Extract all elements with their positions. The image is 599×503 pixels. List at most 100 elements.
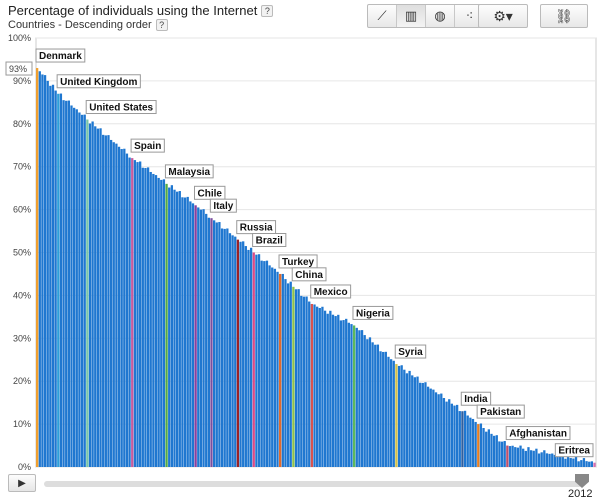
country-label-box bbox=[291, 267, 327, 282]
bar bbox=[176, 191, 179, 467]
bar bbox=[149, 171, 152, 468]
country-label-text: Syria bbox=[398, 347, 423, 358]
bar bbox=[139, 161, 142, 468]
bar bbox=[487, 429, 490, 467]
timeline-slider-handle[interactable] bbox=[575, 474, 589, 488]
bar bbox=[178, 191, 181, 468]
bar bbox=[265, 260, 269, 467]
country-label-syria: Syria bbox=[394, 344, 427, 359]
bar bbox=[199, 209, 203, 467]
bar-india[interactable] bbox=[461, 411, 464, 467]
bar-spain[interactable] bbox=[131, 158, 134, 467]
bar bbox=[289, 281, 292, 467]
bar bbox=[128, 157, 131, 467]
play-button[interactable]: ▶ bbox=[8, 474, 36, 492]
bar bbox=[72, 107, 76, 467]
country-label-box bbox=[193, 185, 226, 200]
bar bbox=[123, 148, 126, 467]
bar bbox=[281, 273, 284, 467]
bar-united-states[interactable] bbox=[86, 119, 89, 467]
bar bbox=[545, 453, 549, 467]
bar bbox=[189, 201, 192, 467]
bar-chile[interactable] bbox=[194, 205, 197, 467]
bar-afghanistan[interactable] bbox=[506, 445, 509, 467]
bar bbox=[234, 236, 237, 467]
country-label-box bbox=[252, 233, 287, 247]
bar-china[interactable] bbox=[292, 286, 295, 467]
bar-eritrea[interactable] bbox=[593, 462, 596, 467]
bar bbox=[305, 296, 308, 467]
bar bbox=[96, 128, 100, 467]
country-label-text: United States bbox=[89, 103, 153, 114]
country-label-chile: Chile bbox=[193, 185, 226, 200]
bar bbox=[297, 289, 300, 467]
bar-pakistan[interactable] bbox=[477, 424, 480, 467]
bar bbox=[186, 196, 189, 467]
bar bbox=[403, 369, 406, 467]
bar bbox=[350, 324, 353, 467]
bar-mexico[interactable] bbox=[310, 303, 314, 467]
bar bbox=[334, 316, 337, 467]
bar bbox=[271, 267, 274, 467]
subtitle-help-icon[interactable]: ? bbox=[155, 19, 168, 31]
bar bbox=[88, 123, 92, 467]
timeline-slider-track[interactable] bbox=[44, 481, 582, 487]
bar bbox=[495, 435, 498, 467]
bar bbox=[228, 233, 232, 467]
link-button[interactable]: ⛓ bbox=[540, 4, 588, 28]
country-label-box bbox=[505, 426, 571, 441]
bar-russia[interactable] bbox=[236, 239, 240, 467]
bar-united-kingdom[interactable] bbox=[57, 93, 60, 467]
bar bbox=[566, 454, 570, 467]
bar bbox=[91, 121, 94, 467]
bar bbox=[260, 260, 263, 467]
globe-icon[interactable]: ◍ bbox=[426, 5, 455, 27]
line-chart-icon[interactable]: ⟋ bbox=[368, 5, 397, 27]
bar bbox=[456, 404, 459, 467]
country-label-text: Afghanistan bbox=[509, 429, 567, 440]
country-label-italy: Italy bbox=[209, 198, 237, 213]
bar bbox=[413, 377, 417, 467]
bar bbox=[54, 90, 57, 468]
bar-malaysia[interactable] bbox=[165, 183, 168, 468]
bar bbox=[450, 403, 454, 467]
bar bbox=[38, 71, 41, 467]
bar bbox=[514, 447, 517, 467]
bar bbox=[242, 241, 245, 467]
bar bbox=[215, 222, 218, 467]
bar bbox=[263, 261, 266, 467]
scatter-icon[interactable]: ⁖ bbox=[465, 8, 474, 23]
bar-syria[interactable] bbox=[395, 364, 398, 467]
country-label-text: Mexico bbox=[314, 287, 348, 298]
country-label-mexico: Mexico bbox=[310, 284, 352, 299]
bar bbox=[445, 401, 448, 467]
bar bbox=[302, 296, 306, 467]
bar bbox=[363, 335, 366, 467]
bar bbox=[226, 228, 229, 467]
country-label-text: Italy bbox=[213, 201, 233, 212]
gear-icon: ⚙▾ bbox=[493, 7, 513, 24]
y-tick-label: 30% bbox=[13, 333, 31, 343]
bar-chart-icon[interactable]: ▥ bbox=[397, 5, 426, 27]
bar-brazil[interactable] bbox=[252, 252, 255, 468]
country-label-united-kingdom: United Kingdom bbox=[56, 74, 141, 89]
bar-turkey[interactable] bbox=[279, 273, 282, 467]
title-help-icon[interactable]: ? bbox=[261, 4, 274, 17]
bar bbox=[117, 146, 121, 467]
bar-nigeria[interactable] bbox=[352, 325, 356, 467]
bar bbox=[376, 344, 380, 467]
bar bbox=[313, 304, 316, 467]
link-icon: ⛓ bbox=[555, 7, 573, 24]
hover-value-callout: 93% bbox=[5, 61, 33, 76]
bar bbox=[337, 314, 340, 467]
bar-italy[interactable] bbox=[210, 218, 213, 467]
bar bbox=[331, 314, 335, 467]
country-label-malaysia: Malaysia bbox=[164, 164, 214, 179]
bar-denmark[interactable] bbox=[36, 68, 39, 467]
settings-button[interactable]: ⚙▾ bbox=[478, 4, 528, 28]
bar bbox=[463, 410, 467, 467]
hover-value-box bbox=[5, 61, 33, 76]
country-label-box bbox=[554, 443, 594, 458]
bar bbox=[329, 310, 332, 467]
bar bbox=[561, 456, 564, 467]
